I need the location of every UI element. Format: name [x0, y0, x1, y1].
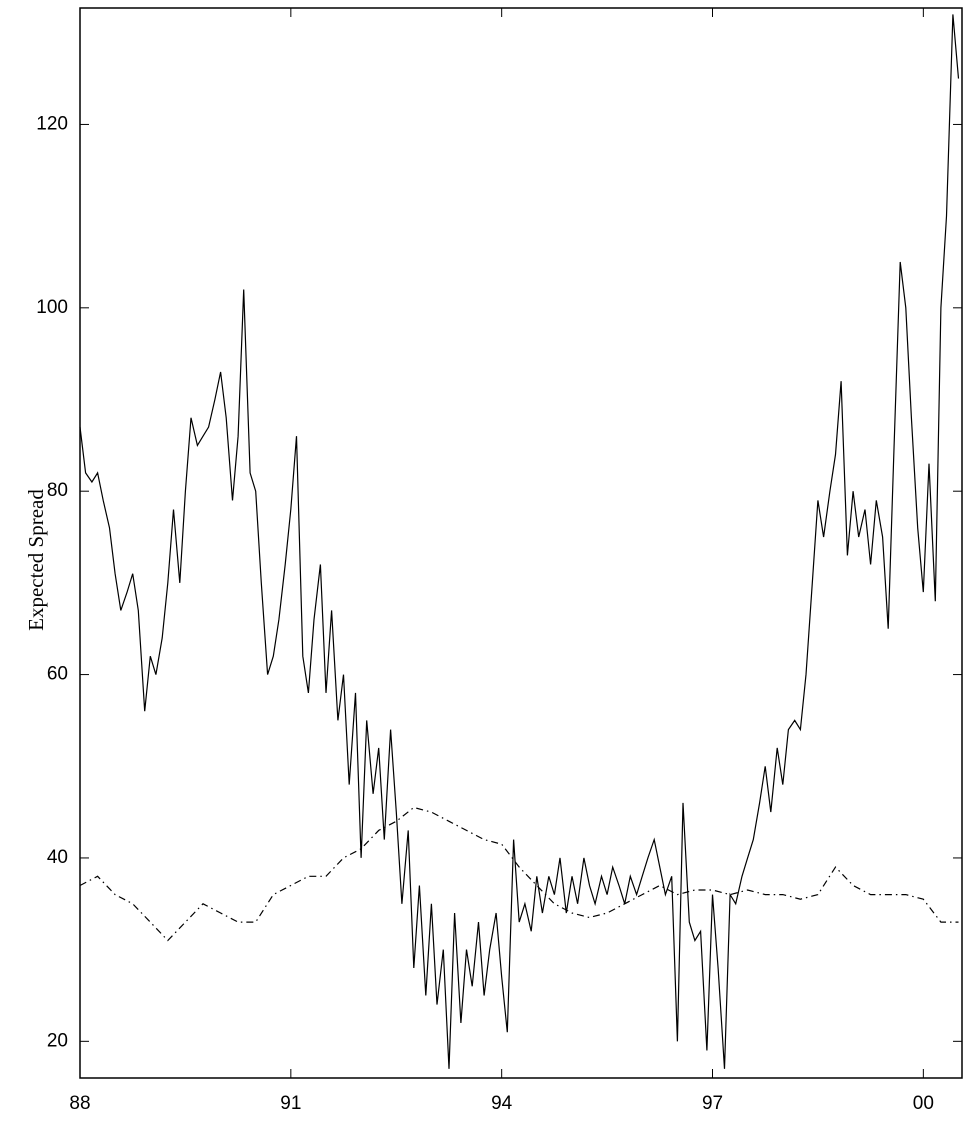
y-tick-label: 40 [47, 847, 68, 868]
x-tick-label: 00 [913, 1093, 934, 1114]
y-tick-label: 20 [47, 1030, 68, 1051]
x-tick-label: 91 [280, 1093, 301, 1114]
plot-frame [79, 7, 963, 1079]
y-axis-label: Expected Spread [24, 489, 48, 631]
y-tick-label: 120 [36, 113, 68, 134]
x-tick-label: 88 [69, 1093, 90, 1114]
x-tick-label: 97 [702, 1093, 723, 1114]
data-line [79, 806, 959, 942]
y-tick-label: 80 [47, 480, 68, 501]
y-tick-label: 100 [36, 297, 68, 318]
x-tick-label: 94 [491, 1093, 513, 1114]
data-line [79, 14, 960, 1069]
y-tick-label: 60 [47, 664, 68, 685]
